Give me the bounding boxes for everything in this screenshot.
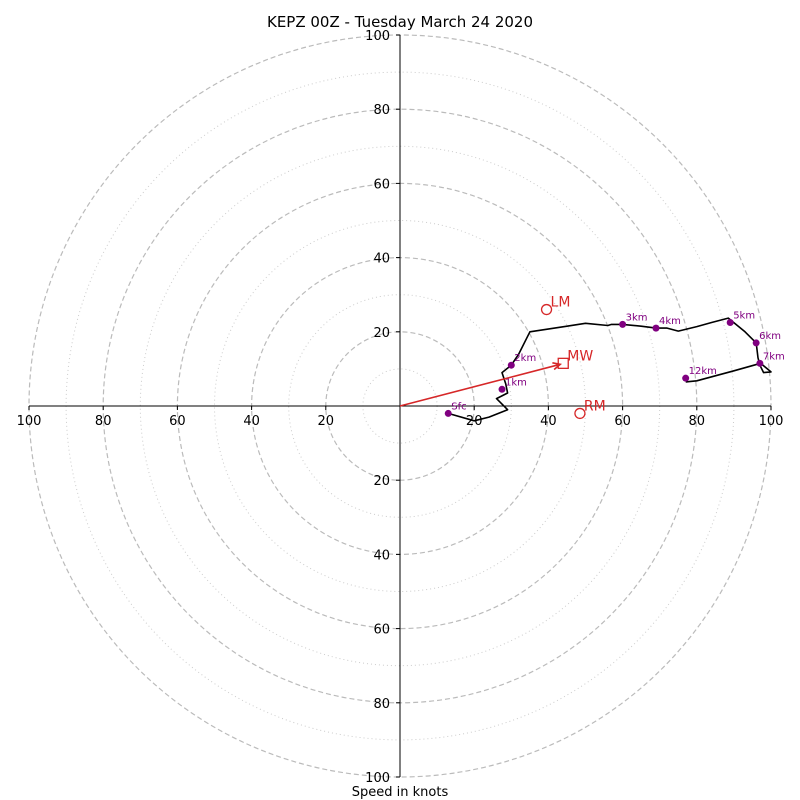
x-tick-label: 100 bbox=[17, 414, 42, 429]
mean-wind-vector bbox=[399, 363, 561, 407]
x-axis-label: Speed in knots bbox=[352, 785, 449, 800]
y-tick-label: 100 bbox=[365, 29, 390, 44]
storm-motion-marker bbox=[540, 303, 553, 316]
chart-title: KEPZ 00Z - Tuesday March 24 2020 bbox=[267, 13, 533, 31]
height-marker-label: Sfc bbox=[451, 401, 466, 412]
height-marker-label: 6km bbox=[759, 331, 781, 342]
height-marker-point bbox=[444, 409, 452, 417]
y-tick-label: 100 bbox=[365, 771, 390, 786]
y-tick-label: 20 bbox=[373, 474, 390, 489]
height-marker-point bbox=[752, 339, 760, 347]
height-marker-point bbox=[619, 320, 627, 328]
storm-motion-marker bbox=[574, 407, 586, 420]
mean-wind-arrowhead bbox=[552, 361, 563, 371]
y-tick-label: 40 bbox=[373, 252, 390, 267]
tick-labels: 100 80 60 40 20 20 40 60 80 100100806040202040608… bbox=[17, 29, 784, 786]
x-tick-label: 20 bbox=[318, 414, 335, 429]
hodograph-trace-group bbox=[447, 317, 772, 422]
y-tick-label: 40 bbox=[373, 548, 390, 563]
y-tick-label: 60 bbox=[373, 623, 390, 638]
x-tick-label: 100 bbox=[759, 414, 784, 429]
height-marker-label: 3km bbox=[626, 312, 648, 323]
height-markers: Sfc 1km 2km 3km 4km 5km 6km 7km 12km bbox=[444, 311, 785, 417]
height-marker-point bbox=[756, 359, 764, 367]
x-tick-label: 80 bbox=[95, 414, 112, 429]
height-marker-label: 5km bbox=[733, 311, 755, 322]
storm-motion-marker bbox=[557, 357, 569, 369]
x-tick-label: 60 bbox=[614, 414, 631, 429]
height-marker-label: 1km bbox=[505, 377, 527, 388]
height-marker-point bbox=[498, 385, 506, 393]
storm-motion-label: LM bbox=[551, 295, 571, 311]
height-marker-label: 2km bbox=[514, 353, 536, 364]
storm-motion-label: RM bbox=[584, 398, 606, 414]
height-marker-point bbox=[507, 361, 515, 369]
storm-motion-label: MW bbox=[567, 348, 593, 364]
height-marker-label: 4km bbox=[659, 316, 681, 327]
x-tick-label: 80 bbox=[689, 414, 706, 429]
y-tick-label: 20 bbox=[373, 326, 390, 341]
hodograph-trace bbox=[447, 317, 772, 422]
storm-motion-markers: LM MW RM bbox=[399, 295, 606, 420]
height-marker-point bbox=[682, 374, 690, 382]
y-tick-label: 80 bbox=[373, 697, 390, 712]
y-tick-label: 60 bbox=[373, 177, 390, 192]
height-marker-point bbox=[652, 324, 660, 332]
x-tick-label: 40 bbox=[243, 414, 260, 429]
height-marker-point bbox=[726, 319, 734, 327]
x-tick-label: 40 bbox=[540, 414, 557, 429]
y-tick-label: 80 bbox=[373, 103, 390, 118]
x-tick-label: 60 bbox=[169, 414, 186, 429]
height-marker-label: 7km bbox=[763, 351, 785, 362]
height-marker-label: 12km bbox=[689, 366, 717, 377]
